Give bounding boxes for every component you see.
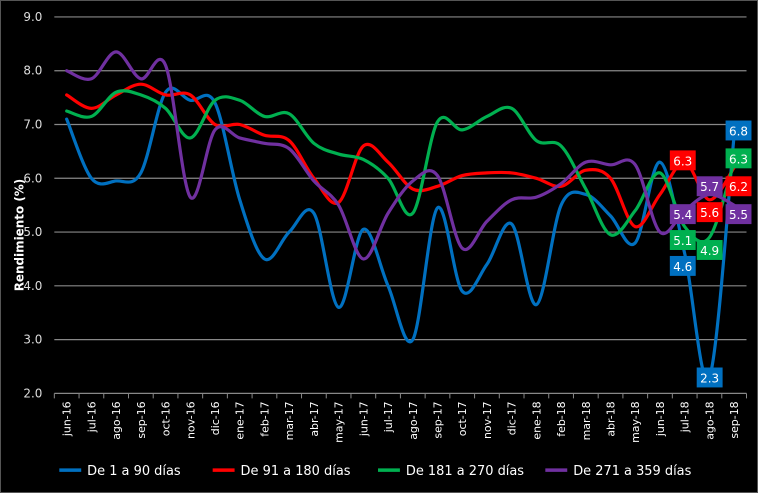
- data-label-box: [669, 204, 696, 225]
- data-label-text: 4.6: [673, 260, 692, 274]
- data-label-box: [669, 255, 696, 276]
- data-label-box: [669, 230, 696, 250]
- x-tick-label: sep-16: [135, 401, 148, 438]
- x-tick-label: jun-17: [357, 401, 370, 437]
- x-tick-label: dic-16: [209, 401, 222, 435]
- data-labels: 4.6 2.3 6.8 6.3 5.6 6.2 5.1 4.9 6.3 5.4 5.7 5.5: [669, 120, 752, 388]
- data-label: 2.3: [696, 367, 723, 388]
- data-label-text: 5.6: [700, 206, 719, 220]
- x-tick-label: ene-17: [234, 401, 247, 439]
- legend-label: De 1 a 90 días: [87, 464, 181, 479]
- x-tick-label: jul-17: [382, 401, 395, 433]
- x-tick-label: feb-17: [258, 401, 271, 436]
- x-tick-label: feb-18: [555, 401, 568, 436]
- data-label-text: 6.3: [729, 152, 748, 166]
- series-line: [65, 86, 736, 382]
- y-tick-label: 8.0: [23, 64, 42, 78]
- data-label-text: 5.7: [700, 180, 719, 194]
- series-line: [65, 50, 736, 261]
- data-label-text: 6.8: [729, 124, 748, 138]
- data-label: 6.3: [669, 150, 696, 171]
- x-tick-label: dic-17: [506, 401, 519, 435]
- data-label: 6.2: [725, 176, 752, 197]
- data-label-text: 5.4: [673, 208, 692, 222]
- x-tick-label: abr-18: [605, 401, 618, 436]
- data-label-text: 4.9: [700, 244, 719, 258]
- data-label-box: [696, 240, 723, 260]
- legend: De 1 a 90 días De 91 a 180 días De 181 a 2…: [59, 464, 692, 479]
- data-label: 5.7: [696, 176, 723, 197]
- y-tick-label: 6.0: [23, 171, 42, 185]
- y-tick-label: 5.0: [23, 225, 42, 239]
- x-tick-label: abr-17: [308, 401, 321, 436]
- data-label: 5.4: [669, 204, 696, 225]
- data-label: 6.8: [725, 120, 752, 141]
- x-tick-label: oct-16: [160, 401, 173, 436]
- data-label-box: [725, 204, 752, 225]
- data-label-text: 5.1: [673, 234, 692, 248]
- x-tick-label: sep-17: [431, 401, 444, 438]
- y-tick-label: 7.0: [23, 117, 42, 131]
- legend-item: De 181 a 270 días: [378, 464, 524, 479]
- x-tick-label: oct-17: [456, 401, 469, 436]
- x-tick-label: jun-16: [61, 401, 74, 437]
- data-label-box: [725, 120, 752, 141]
- data-label-box: [696, 367, 723, 388]
- legend-label: De 271 a 359 días: [573, 464, 691, 479]
- data-label-box: [696, 176, 723, 197]
- x-tick-label: ago-18: [703, 401, 716, 439]
- x-tick-label: jul-18: [679, 401, 692, 433]
- legend-item: De 271 a 359 días: [545, 464, 692, 479]
- x-tick-label: may-17: [333, 401, 346, 443]
- data-label-text: 6.3: [673, 154, 692, 168]
- x-tick-label: jul-16: [85, 401, 98, 433]
- y-axis-label: Rendimiento (%): [12, 179, 26, 292]
- x-axis: jun-16 jul-16 ago-16 sep-16 oct-16 nov-16 dic-…: [53, 393, 748, 443]
- x-tick-label: ago-16: [110, 401, 123, 439]
- data-label-box: [725, 176, 752, 197]
- x-tick-label: nov-17: [481, 401, 494, 439]
- x-tick-label: may-18: [629, 401, 642, 443]
- x-tick-label: mar-18: [580, 401, 593, 440]
- x-tick-label: sep-18: [728, 401, 741, 438]
- data-label: 5.5: [725, 204, 752, 225]
- data-label-box: [725, 148, 752, 169]
- data-label: 5.6: [696, 202, 723, 223]
- series-lines: [65, 50, 736, 382]
- x-tick-label: jun-18: [654, 401, 667, 437]
- data-label: 4.6: [669, 255, 696, 276]
- data-label-text: 2.3: [700, 371, 719, 385]
- y-tick-label: 2.0: [23, 386, 42, 400]
- data-label: 5.1: [669, 230, 696, 250]
- legend-label: De 181 a 270 días: [406, 464, 524, 479]
- x-tick-label: ago-17: [407, 401, 420, 439]
- y-axis: 2.0 3.0 4.0 5.0 6.0 7.0 8.0 9.0: [23, 10, 42, 400]
- x-tick-label: mar-17: [283, 401, 296, 440]
- data-label-text: 5.5: [729, 208, 748, 222]
- y-tick-label: 9.0: [23, 10, 42, 24]
- y-tick-label: 3.0: [23, 333, 42, 347]
- x-tick-label: nov-16: [184, 401, 197, 439]
- y-tick-label: 4.0: [23, 279, 42, 293]
- legend-item: De 1 a 90 días: [59, 464, 181, 479]
- x-tick-label: ene-18: [530, 401, 543, 439]
- data-label: 6.3: [725, 148, 752, 169]
- data-label-text: 6.2: [729, 180, 748, 194]
- series-line: [65, 89, 736, 244]
- series-line: [65, 82, 736, 229]
- data-label-box: [696, 202, 723, 223]
- data-label: 4.9: [696, 240, 723, 260]
- data-label-box: [669, 150, 696, 171]
- legend-item: De 91 a 180 días: [212, 464, 351, 479]
- legend-label: De 91 a 180 días: [241, 464, 351, 479]
